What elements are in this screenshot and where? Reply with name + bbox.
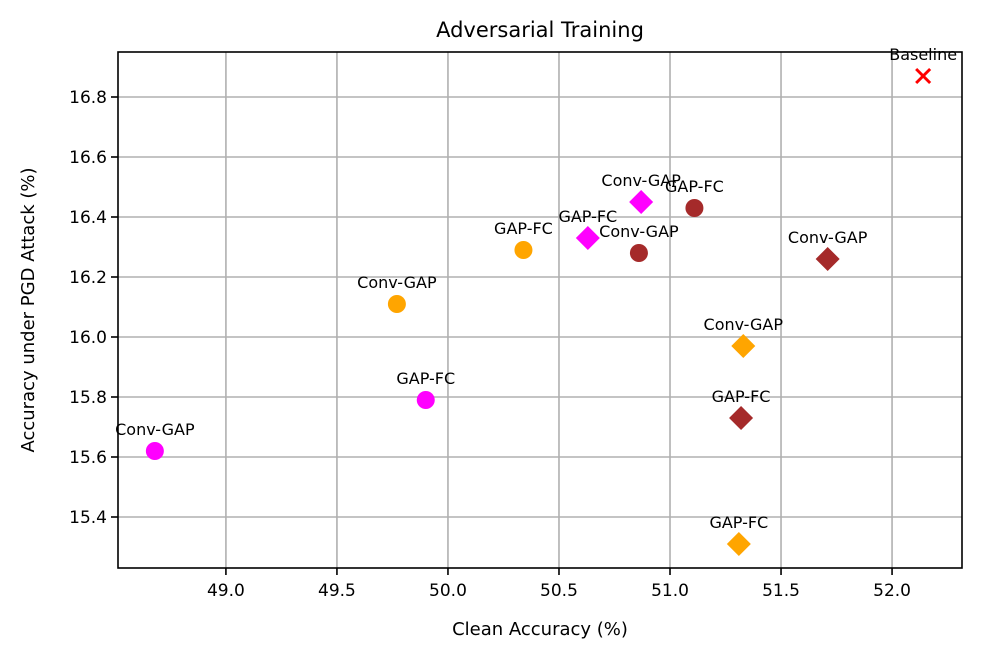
data-point-diamond	[731, 334, 756, 358]
data-point-circle	[685, 199, 704, 217]
y-tick-label: 15.6	[69, 448, 107, 468]
x-tick-label: 50.0	[429, 581, 467, 601]
point-annotations: BaselineConv-GAPGAP-FCConv-GAPGAP-FCGAP-…	[115, 45, 957, 532]
x-axis-ticks: 49.0 49.5 50.0 50.5 51.0 51.5 52.0	[207, 568, 911, 601]
data-point-diamond	[726, 532, 751, 556]
data-points	[145, 67, 932, 556]
point-label: GAP-FC	[494, 219, 553, 238]
data-point-circle	[416, 391, 435, 409]
data-point-circle	[145, 442, 164, 460]
point-label: Conv-GAP	[704, 315, 784, 334]
point-label: Conv-GAP	[601, 171, 681, 190]
y-tick-label: 16.0	[69, 328, 107, 348]
x-tick-label: 51.5	[762, 581, 800, 601]
y-tick-label: 16.6	[69, 148, 107, 168]
y-axis-label: Accuracy under PGD Attack (%)	[18, 167, 39, 452]
point-label: Conv-GAP	[599, 222, 679, 241]
point-label: GAP-FC	[558, 207, 617, 226]
plot-frame	[117, 51, 963, 569]
y-tick-label: 16.8	[69, 88, 107, 108]
x-tick-label: 50.5	[540, 581, 578, 601]
point-label: GAP-FC	[712, 387, 771, 406]
point-label: Baseline	[889, 45, 957, 64]
point-label: GAP-FC	[396, 369, 455, 388]
x-tick-label: 49.5	[318, 581, 356, 601]
point-label: Conv-GAP	[115, 420, 195, 439]
y-axis-ticks: 15.4 15.6 15.8 16.0 16.2 16.4 16.6 16.8	[69, 88, 118, 528]
data-point-circle	[629, 244, 648, 262]
grid-lines	[118, 52, 962, 568]
y-tick-label: 16.2	[69, 268, 107, 288]
x-tick-label: 51.0	[651, 581, 689, 601]
y-tick-label: 15.8	[69, 388, 107, 408]
y-tick-label: 16.4	[69, 208, 107, 228]
data-point-diamond	[575, 226, 600, 250]
y-tick-label: 15.4	[69, 508, 107, 528]
point-label: Conv-GAP	[357, 273, 437, 292]
point-label: Conv-GAP	[788, 228, 868, 247]
x-tick-label: 49.0	[207, 581, 245, 601]
x-axis-label: Clean Accuracy (%)	[452, 619, 628, 640]
data-point-x-marker	[915, 67, 932, 85]
chart-title: Adversarial Training	[436, 18, 644, 42]
data-point-circle	[387, 295, 406, 313]
data-point-circle	[514, 241, 533, 259]
point-label: GAP-FC	[709, 513, 768, 532]
x-tick-label: 52.0	[873, 581, 911, 601]
data-point-diamond	[729, 406, 754, 430]
point-label: GAP-FC	[665, 177, 724, 196]
data-point-diamond	[815, 247, 840, 271]
data-point-diamond	[629, 190, 654, 214]
